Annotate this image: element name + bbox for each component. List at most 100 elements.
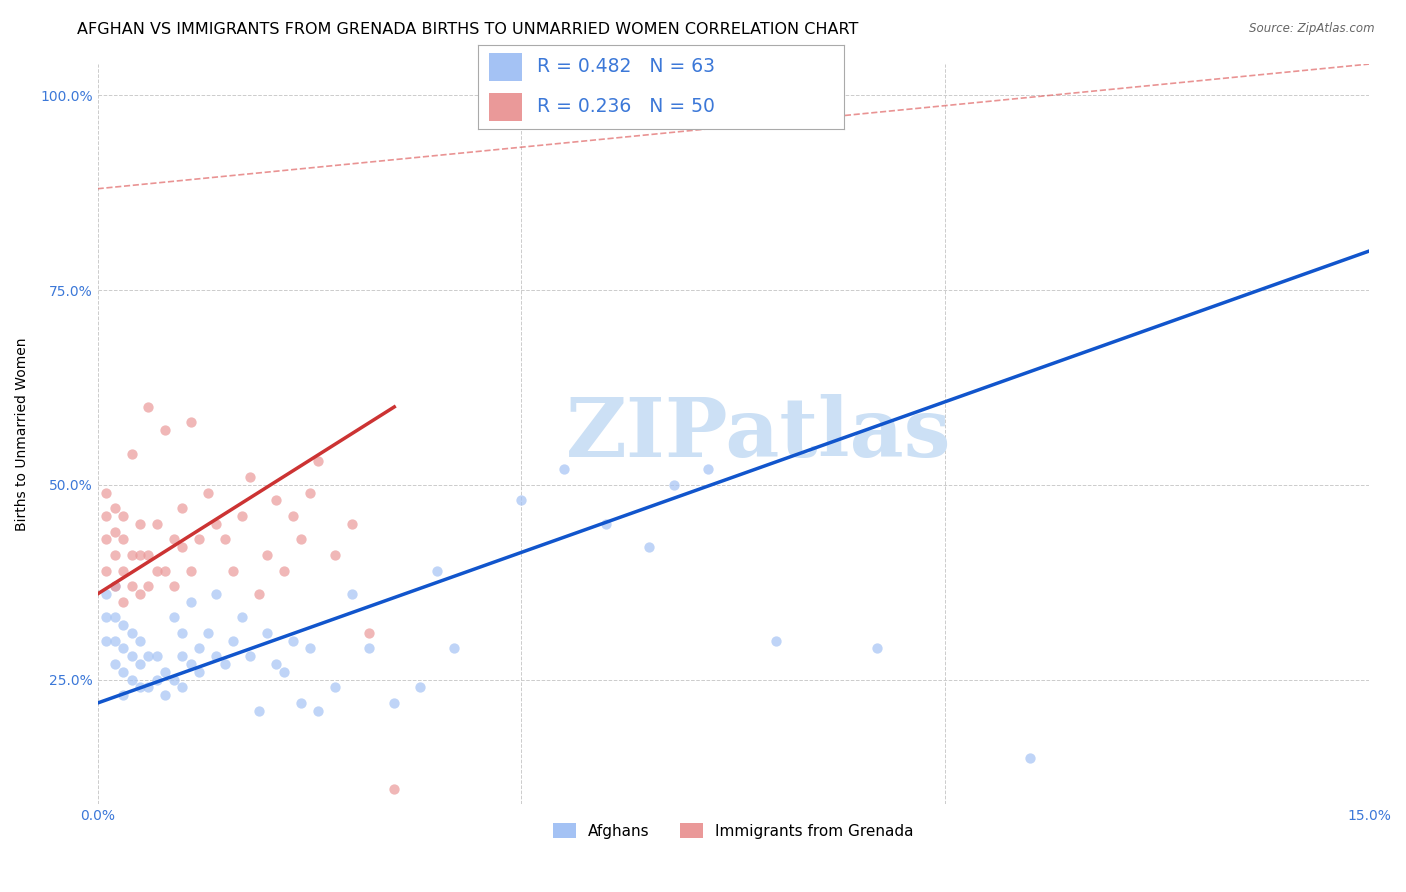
Point: [172, 540, 194, 554]
Point: [357, 626, 380, 640]
Point: [103, 501, 125, 516]
Point: [222, 564, 245, 578]
Point: [180, 595, 202, 609]
Text: R = 0.236   N = 50: R = 0.236 N = 50: [537, 97, 714, 116]
Point: [382, 781, 405, 796]
Legend: Afghans, Immigrants from Grenada: Afghans, Immigrants from Grenada: [547, 816, 920, 845]
Point: [214, 657, 236, 671]
Point: [637, 540, 659, 554]
Point: [595, 516, 617, 531]
Point: [94, 610, 117, 624]
Point: [231, 508, 253, 523]
Point: [307, 704, 329, 718]
Point: [205, 649, 228, 664]
Point: [231, 610, 253, 624]
Point: [298, 485, 321, 500]
Point: [155, 665, 177, 679]
Point: [180, 416, 202, 430]
Point: [121, 447, 143, 461]
Point: [103, 579, 125, 593]
Point: [112, 564, 135, 578]
Point: [112, 595, 135, 609]
Text: AFGHAN VS IMMIGRANTS FROM GRENADA BIRTHS TO UNMARRIED WOMEN CORRELATION CHART: AFGHAN VS IMMIGRANTS FROM GRENADA BIRTHS…: [77, 22, 859, 37]
Point: [205, 587, 228, 601]
Y-axis label: Births to Unmarried Women: Births to Unmarried Women: [15, 337, 30, 531]
Point: [247, 704, 270, 718]
Point: [155, 423, 177, 437]
Point: [340, 516, 363, 531]
Point: [163, 533, 186, 547]
Point: [121, 548, 143, 562]
Text: ZIPatlas: ZIPatlas: [567, 394, 952, 475]
Point: [103, 610, 125, 624]
Point: [662, 478, 685, 492]
Point: [180, 657, 202, 671]
Point: [172, 501, 194, 516]
Point: [239, 649, 262, 664]
Point: [121, 673, 143, 687]
Point: [112, 533, 135, 547]
Point: [323, 681, 346, 695]
Point: [146, 516, 169, 531]
Point: [197, 626, 219, 640]
Point: [138, 548, 160, 562]
Point: [290, 533, 312, 547]
Point: [103, 657, 125, 671]
Point: [94, 508, 117, 523]
Point: [112, 665, 135, 679]
Point: [138, 649, 160, 664]
Point: [129, 657, 152, 671]
Point: [163, 673, 186, 687]
Point: [121, 579, 143, 593]
Point: [163, 610, 186, 624]
Point: [382, 696, 405, 710]
Point: [121, 626, 143, 640]
Point: [180, 564, 202, 578]
Point: [146, 649, 169, 664]
Point: [155, 564, 177, 578]
Point: [281, 508, 304, 523]
Point: [188, 641, 211, 656]
Point: [188, 665, 211, 679]
Point: [103, 579, 125, 593]
Point: [163, 579, 186, 593]
Point: [256, 548, 278, 562]
Point: [129, 516, 152, 531]
Point: [112, 688, 135, 702]
Point: [94, 587, 117, 601]
Point: [146, 673, 169, 687]
Point: [205, 516, 228, 531]
Point: [256, 626, 278, 640]
Bar: [489, 54, 522, 81]
Point: [298, 641, 321, 656]
Point: [443, 641, 465, 656]
Point: [510, 493, 533, 508]
Point: [172, 626, 194, 640]
Point: [357, 641, 380, 656]
Point: [138, 579, 160, 593]
Point: [129, 681, 152, 695]
Point: [129, 587, 152, 601]
Point: [553, 462, 575, 476]
Point: [273, 564, 295, 578]
Point: [264, 657, 287, 671]
Point: [340, 587, 363, 601]
Point: [172, 681, 194, 695]
Point: [94, 564, 117, 578]
Point: [138, 681, 160, 695]
Bar: [489, 93, 522, 120]
Point: [197, 485, 219, 500]
Point: [239, 470, 262, 484]
Point: [409, 681, 432, 695]
Point: [273, 665, 295, 679]
Point: [94, 633, 117, 648]
Point: [94, 485, 117, 500]
Point: [264, 493, 287, 508]
Point: [323, 548, 346, 562]
Point: [1019, 750, 1042, 764]
Point: [129, 548, 152, 562]
Point: [290, 696, 312, 710]
Point: [138, 400, 160, 414]
Point: [103, 524, 125, 539]
Point: [696, 462, 718, 476]
